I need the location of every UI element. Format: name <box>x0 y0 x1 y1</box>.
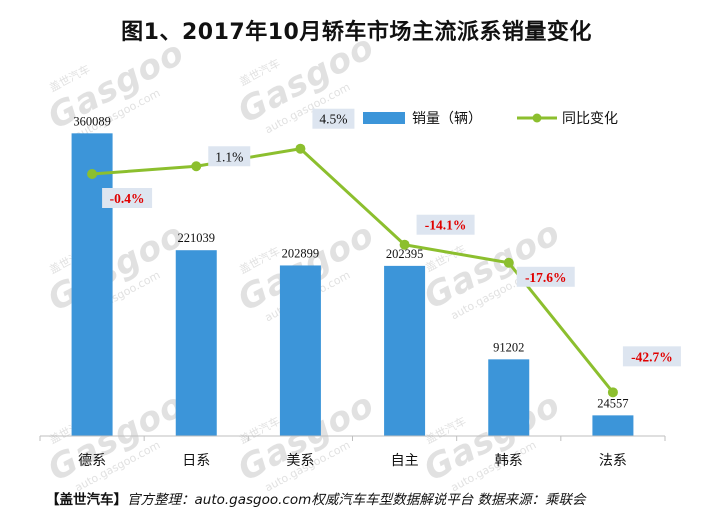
bar-value-label: 202899 <box>282 246 320 260</box>
bar-value-label: 360089 <box>73 114 111 128</box>
footer-text: 官方整理：auto.gasgoo.com权威汽车车型数据解说平台 数据来源：乘联… <box>127 492 586 508</box>
yoy-point <box>607 387 618 398</box>
bar <box>488 359 530 436</box>
yoy-value-label: 4.5% <box>319 112 347 127</box>
yoy-label-box <box>416 214 475 235</box>
yoy-label-box <box>622 346 681 367</box>
yoy-value-label: -14.1% <box>425 218 467 233</box>
yoy-label-box <box>516 266 575 287</box>
bar-value-label: 91202 <box>493 340 524 354</box>
yoy-label-box <box>208 146 251 167</box>
bar <box>175 250 217 436</box>
x-tick-label: 日系 <box>182 453 210 469</box>
yoy-point <box>191 161 202 172</box>
yoy-point <box>399 239 410 250</box>
yoy-value-label: 1.1% <box>215 149 243 164</box>
yoy-point <box>295 143 306 154</box>
bar <box>71 133 113 436</box>
bar-value-label: 221039 <box>178 231 216 245</box>
x-tick-label: 韩系 <box>495 453 523 469</box>
yoy-label-box <box>102 188 153 208</box>
x-tick-label: 美系 <box>286 453 314 469</box>
yoy-value-label: -17.6% <box>525 270 567 285</box>
yoy-value-label: -0.4% <box>110 191 145 206</box>
legend-label-bar: 销量（辆） <box>412 111 482 127</box>
legend-label-line: 同比变化 <box>562 111 618 127</box>
x-tick-label: 德系 <box>78 453 106 469</box>
footer-brand: 【盖世汽车】 <box>46 492 127 508</box>
bar <box>592 415 634 436</box>
chart-title: 图1、2017年10月轿车市场主流派系销量变化 <box>121 20 592 45</box>
legend-swatch-bar <box>363 112 405 124</box>
yoy-point <box>87 169 98 179</box>
bar-value-label: 24557 <box>597 396 628 410</box>
x-tick-label: 法系 <box>599 453 627 469</box>
yoy-point <box>503 257 514 268</box>
bar <box>384 265 426 436</box>
bar <box>279 265 321 436</box>
x-tick-label: 自主 <box>391 453 419 469</box>
yoy-label-box <box>312 108 355 129</box>
bar-value-label: 202395 <box>386 247 424 261</box>
legend-marker-line <box>532 113 542 123</box>
source-footer: 【盖世汽车】官方整理：auto.gasgoo.com权威汽车车型数据解说平台 数… <box>46 488 586 508</box>
yoy-value-label: -42.7% <box>631 349 673 364</box>
